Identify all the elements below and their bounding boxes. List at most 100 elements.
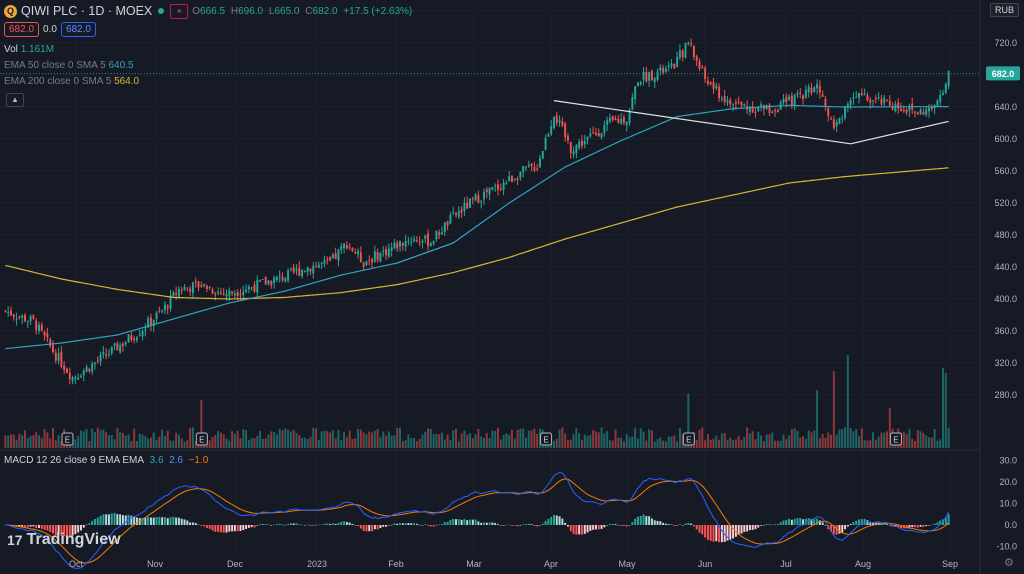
candle-body xyxy=(928,108,930,112)
candle-body xyxy=(189,288,192,292)
candle-body xyxy=(301,270,304,277)
volume-bar xyxy=(334,438,337,448)
volume-bar xyxy=(306,439,309,448)
macd-histogram-bar xyxy=(720,525,723,543)
macd-histogram-bar xyxy=(569,525,572,532)
candle-body xyxy=(653,78,656,83)
macd-histogram-bar xyxy=(544,520,547,525)
candle-body xyxy=(317,264,320,268)
sell-button[interactable]: 682.0 xyxy=(4,22,40,37)
chevron-up-icon[interactable]: ▲ xyxy=(6,93,24,107)
volume-bar xyxy=(449,440,452,448)
macd-histogram-bar xyxy=(306,524,309,526)
close-icon[interactable]: × xyxy=(170,3,189,19)
macd-histogram-bar xyxy=(183,519,186,525)
volume-bar xyxy=(748,433,751,448)
candle-body xyxy=(284,278,287,281)
candle-body xyxy=(645,72,648,82)
volume-bar xyxy=(659,437,662,448)
candle-body xyxy=(768,104,771,114)
macd-histogram-bar xyxy=(40,525,43,529)
buy-button[interactable]: 682.0 xyxy=(60,22,96,37)
volume-legend[interactable]: Vol 1.161M xyxy=(4,44,55,55)
volume-bar xyxy=(278,428,281,448)
macd-histogram-bar xyxy=(664,523,667,525)
symbol-title[interactable]: QIWI PLC · 1D · MOEX xyxy=(21,4,153,18)
macd-histogram-bar xyxy=(102,514,105,525)
macd-legend[interactable]: MACD 12 26 close 9 EMA EMA 3.6 2.6 −1.0 xyxy=(4,455,209,466)
volume-bar xyxy=(219,432,222,448)
volume-bar xyxy=(608,440,611,448)
volume-bar xyxy=(404,440,407,448)
volume-bar xyxy=(712,438,715,448)
candle-body xyxy=(888,100,891,106)
candle-body xyxy=(849,100,852,106)
volume-bar xyxy=(163,436,166,448)
macd-histogram-bar xyxy=(810,519,813,525)
ema200-legend[interactable]: EMA 200 close 0 SMA 5 564.0 xyxy=(4,76,140,87)
candle-body xyxy=(110,346,113,354)
candle-body xyxy=(68,372,71,380)
volume-bar xyxy=(298,434,301,448)
gear-icon[interactable]: ⚙ xyxy=(1004,557,1014,569)
candle-body xyxy=(57,353,60,361)
volume-bar xyxy=(642,431,645,448)
currency-selector[interactable]: RUB xyxy=(990,3,1020,17)
candle-body xyxy=(547,134,550,137)
volume-bar xyxy=(832,371,835,448)
volume-bar xyxy=(852,431,855,448)
candle-body xyxy=(835,122,838,127)
volume-bar xyxy=(936,440,939,448)
volume-bar xyxy=(947,427,950,448)
macd-histogram-bar xyxy=(354,525,357,526)
volume-bar xyxy=(841,429,844,448)
macd-histogram-bar xyxy=(838,525,841,534)
time-tick-label: Jul xyxy=(780,559,792,569)
macd-histogram-bar xyxy=(681,525,684,526)
macd-tick-label: 20.0 xyxy=(999,477,1017,487)
ema50-legend[interactable]: EMA 50 close 0 SMA 5 640.5 xyxy=(4,60,134,71)
volume-bar xyxy=(166,430,169,448)
candle-body xyxy=(942,92,944,96)
candle-body xyxy=(648,72,651,81)
macd-histogram-bar xyxy=(779,522,782,525)
volume-bar xyxy=(802,436,805,448)
volume-bar xyxy=(138,433,141,448)
volume-bar xyxy=(634,427,637,448)
volume-bar xyxy=(774,440,777,448)
candle-body xyxy=(163,304,166,311)
candle-body xyxy=(455,213,457,215)
candle-body xyxy=(564,123,567,138)
candle-body xyxy=(589,133,592,137)
macd-histogram-bar xyxy=(105,514,108,525)
volume-bar xyxy=(121,432,124,448)
volume-bar xyxy=(564,433,567,448)
volume-bar xyxy=(317,439,320,448)
volume-bar xyxy=(768,434,771,448)
volume-bar xyxy=(354,438,357,448)
macd-histogram-bar xyxy=(205,525,208,528)
candle-body xyxy=(449,214,452,224)
candle-body xyxy=(706,80,709,84)
macd-histogram-bar xyxy=(667,524,670,525)
candle-body xyxy=(788,96,791,100)
candle-body xyxy=(603,125,606,133)
volume-bar xyxy=(396,428,399,448)
macd-histogram-bar xyxy=(275,524,278,525)
volume-bar xyxy=(874,439,877,448)
candle-body xyxy=(533,166,536,171)
volume-bar xyxy=(175,432,178,448)
candle-body xyxy=(441,232,443,235)
volume-bar xyxy=(463,430,466,448)
macd-histogram-bar xyxy=(35,525,38,529)
volume-bar xyxy=(513,438,516,448)
candle-body xyxy=(233,293,236,296)
macd-histogram-bar xyxy=(119,514,122,525)
macd-histogram-bar xyxy=(390,524,393,526)
volume-bar xyxy=(519,428,522,448)
volume-bar xyxy=(589,435,592,448)
volume-bar xyxy=(147,438,150,448)
volume-bar xyxy=(944,372,947,448)
macd-histogram-bar xyxy=(508,524,511,526)
